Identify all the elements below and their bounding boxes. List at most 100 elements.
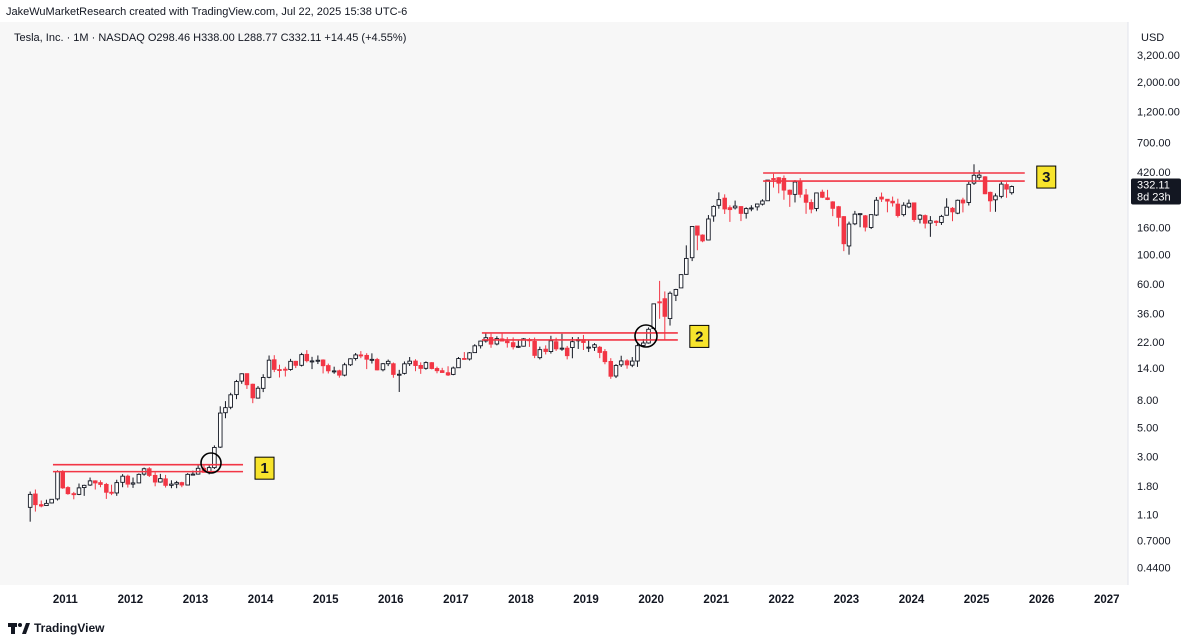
candle-body: [223, 407, 228, 414]
candle-body: [543, 348, 548, 352]
candle-body: [630, 360, 635, 366]
candle-body: [917, 214, 923, 220]
candle-body: [971, 174, 977, 184]
candle-body: [179, 482, 185, 486]
candle-body: [711, 205, 716, 217]
candle-body: [516, 345, 521, 348]
candle-body: [890, 200, 895, 204]
candle-body: [353, 354, 358, 359]
candle-body: [950, 207, 955, 213]
candle-body: [922, 215, 928, 224]
candle-body: [228, 394, 233, 408]
candle-body: [212, 446, 217, 469]
candle-body: [418, 365, 423, 369]
candle-body: [939, 215, 944, 223]
candle-body: [266, 359, 272, 378]
candle-body: [326, 365, 331, 372]
candle-body: [114, 482, 119, 494]
candle-body: [537, 349, 543, 359]
marks: [27, 164, 1025, 522]
candle-body: [646, 328, 651, 344]
candle-body: [993, 195, 998, 201]
y-tick-label: 22.00: [1137, 337, 1165, 349]
candle-body: [374, 359, 380, 371]
candle-body: [592, 344, 597, 348]
candle-body: [283, 368, 288, 371]
candle-body: [608, 360, 614, 377]
y-tick-label: 0.7000: [1137, 536, 1171, 548]
candle-body: [309, 360, 315, 363]
candle-body: [505, 340, 510, 344]
candle-body: [689, 226, 695, 259]
highlight-circle: [634, 324, 658, 348]
candle-body: [439, 370, 445, 373]
candle-body: [641, 342, 646, 346]
candle-body: [706, 218, 711, 241]
y-tick-label: 100.00: [1137, 250, 1171, 262]
candle-body: [814, 192, 819, 209]
candle-body: [825, 197, 830, 200]
candle-body: [586, 346, 591, 349]
level-badge-label: 2: [695, 328, 703, 345]
candle-body: [217, 412, 223, 448]
candle-body: [299, 354, 304, 366]
candle-body: [125, 475, 131, 485]
candle-body: [976, 174, 982, 178]
candle-body: [277, 369, 282, 372]
candle-body: [337, 370, 342, 376]
candle-body: [510, 342, 516, 348]
candle-body: [559, 347, 565, 350]
candle-body: [93, 480, 98, 484]
candle-body: [955, 199, 960, 214]
candle-body: [169, 483, 174, 486]
x-tick-label: 2012: [118, 594, 144, 606]
candle-body: [988, 191, 993, 202]
candle-body: [174, 482, 179, 485]
x-tick-label: 2017: [443, 594, 469, 606]
y-tick-label: 1.10: [1137, 510, 1158, 522]
plot-area: [0, 22, 1128, 585]
candle-body: [1009, 186, 1014, 194]
candle-body: [602, 351, 608, 363]
candle-body: [532, 340, 537, 356]
candle-body: [553, 341, 559, 350]
level-badge: [1036, 165, 1057, 189]
candle-body: [494, 338, 500, 345]
candle-body: [451, 367, 456, 375]
candle-body: [44, 502, 49, 506]
candle-body: [906, 202, 912, 208]
candle-body: [841, 216, 847, 245]
candle-body: [874, 199, 879, 216]
candle-body: [65, 487, 71, 495]
candle-body: [624, 360, 630, 366]
y-tick-label: 2,000.00: [1137, 77, 1180, 89]
footer-brand: TradingView: [34, 621, 105, 635]
candle-body: [797, 181, 803, 195]
level-badge-label: 3: [1042, 169, 1050, 186]
candle-body: [478, 340, 483, 347]
candle-body: [60, 471, 65, 489]
candle-body: [820, 191, 825, 198]
candle-body: [456, 358, 461, 369]
x-tick-label: 2013: [183, 594, 209, 606]
candle-body: [564, 347, 570, 357]
candle-body: [304, 353, 310, 362]
candle-body: [98, 482, 103, 485]
candle-body: [76, 487, 82, 495]
candle-body: [413, 360, 418, 366]
candle-body: [716, 199, 722, 206]
y-tick-label: 160.00: [1137, 223, 1171, 235]
candle-body: [852, 213, 858, 225]
candle-body: [863, 215, 868, 228]
candle-body: [895, 203, 901, 216]
candle-body: [467, 352, 472, 360]
candle-body: [727, 207, 733, 211]
candle-body: [429, 362, 435, 369]
candle-body: [678, 274, 684, 289]
candle-body: [320, 359, 326, 367]
candle-body: [960, 199, 966, 204]
candle-body: [244, 373, 250, 386]
candle-body: [163, 478, 168, 486]
candle-body: [901, 204, 906, 216]
candle-body: [1004, 184, 1009, 190]
